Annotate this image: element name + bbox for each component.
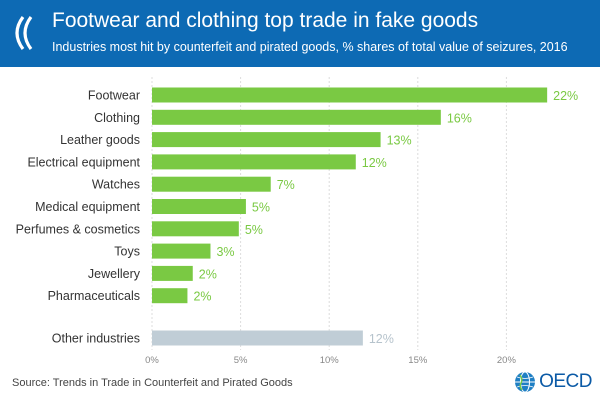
category-label: Watches	[92, 178, 140, 192]
value-label: 5%	[252, 201, 270, 215]
bar	[152, 330, 363, 346]
category-label: Medical equipment	[35, 200, 140, 214]
value-label: 22%	[553, 89, 578, 103]
oecd-brand: OECD	[514, 369, 592, 395]
bar	[152, 288, 188, 304]
category-label: Other industries	[52, 332, 140, 346]
x-tick-label: 20%	[497, 355, 517, 366]
bar	[152, 109, 441, 125]
category-label: Pharmaceuticals	[48, 289, 140, 303]
value-label: 13%	[387, 134, 412, 148]
bar	[152, 221, 239, 237]
x-tick-label: 0%	[145, 355, 159, 366]
value-label: 2%	[199, 267, 217, 281]
category-label: Jewellery	[88, 267, 141, 281]
x-tick-label: 10%	[320, 355, 340, 366]
category-labels: Footwear Clothing Leather goods Electrical …	[16, 89, 141, 346]
chart-subtitle: Industries most hit by counterfeit and p…	[52, 40, 568, 54]
value-label: 5%	[245, 223, 263, 237]
bars	[152, 87, 548, 346]
value-label: 12%	[369, 332, 394, 346]
source-note: Source: Trends in Trade in Counterfeit a…	[12, 377, 293, 389]
bar	[152, 154, 356, 170]
value-label: 16%	[447, 111, 472, 125]
bar	[152, 265, 193, 281]
bar	[152, 243, 211, 259]
category-label: Toys	[114, 245, 140, 259]
value-label: 3%	[216, 245, 234, 259]
category-label: Perfumes & cosmetics	[16, 222, 140, 236]
bar	[152, 176, 271, 192]
bar	[152, 199, 246, 214]
oecd-logo-icon	[15, 16, 33, 50]
category-label: Footwear	[88, 89, 140, 103]
value-label: 12%	[362, 156, 387, 170]
x-tick-label: 15%	[408, 355, 428, 366]
value-label: 7%	[277, 178, 295, 192]
bar	[152, 87, 548, 103]
category-label: Clothing	[94, 111, 140, 125]
chart-title: Footwear and clothing top trade in fake …	[52, 9, 479, 32]
bar-chart: Footwear Clothing Leather goods Electrical …	[16, 77, 578, 366]
bar	[152, 132, 381, 148]
globe-icon	[515, 371, 536, 393]
category-label: Leather goods	[60, 133, 140, 147]
oecd-wordmark: OECD	[539, 371, 592, 392]
chart-header: Footwear and clothing top trade in fake …	[0, 0, 600, 67]
x-tick-label: 5%	[234, 355, 248, 366]
x-axis-ticks: 0% 5% 10% 15% 20%	[145, 355, 516, 366]
value-labels: 22%16%13%12%7%5%5%3%2%2%12%	[193, 89, 578, 346]
category-label: Electrical equipment	[27, 155, 140, 169]
value-label: 2%	[193, 290, 211, 304]
